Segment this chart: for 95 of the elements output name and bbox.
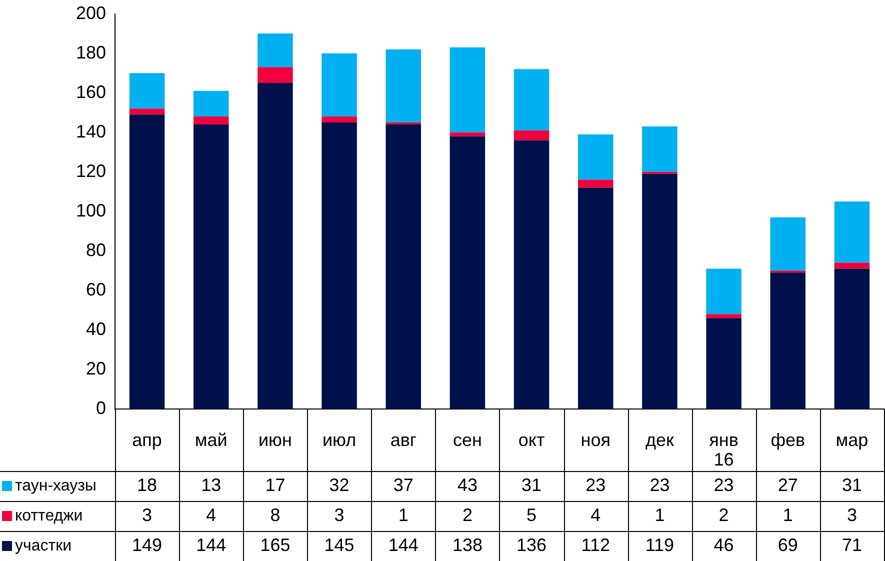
y-tick-label: 180 (76, 42, 106, 62)
data-label: 119 (645, 534, 674, 555)
data-label: 3 (142, 504, 152, 525)
data-label: 136 (516, 534, 547, 555)
data-label: 23 (650, 474, 670, 495)
y-tick-label: 20 (86, 358, 106, 378)
x-tick-label: апр (132, 430, 162, 450)
bar (642, 126, 678, 172)
x-tick-label: мар (836, 430, 868, 450)
bar (514, 130, 550, 140)
bar (322, 122, 357, 409)
data-label: 27 (778, 474, 798, 495)
x-tick-label: май (194, 430, 228, 450)
bar (258, 67, 293, 83)
bar (514, 69, 550, 130)
bar (834, 268, 870, 409)
bar (258, 82, 293, 409)
data-label: 8 (270, 504, 280, 525)
data-label: 165 (260, 534, 290, 555)
bar (642, 174, 678, 409)
bar (386, 49, 421, 122)
data-label: 138 (452, 534, 482, 555)
data-label: 3 (846, 504, 857, 525)
data-label: 1 (398, 504, 408, 525)
data-label: 17 (265, 474, 286, 495)
bar (129, 108, 165, 115)
y-tick-label: 120 (76, 160, 106, 181)
bar (386, 124, 421, 409)
bar (129, 114, 165, 409)
bar (129, 73, 165, 109)
data-label: 1 (782, 504, 793, 525)
x-tick-label: янв 16 (709, 430, 738, 470)
y-tick-label: 100 (76, 200, 106, 220)
bar (194, 90, 229, 117)
y-tick-label: 140 (76, 121, 106, 142)
x-tick-label: сен (452, 430, 482, 450)
legend-label: коттеджи (15, 507, 83, 524)
bar (194, 116, 229, 124)
data-label: 3 (334, 504, 344, 525)
bar (258, 34, 293, 68)
bar (706, 318, 742, 409)
bar (450, 132, 486, 136)
data-label: 23 (586, 474, 606, 495)
data-label: 43 (457, 474, 478, 495)
data-label: 31 (522, 474, 542, 495)
x-tick-label: авг (390, 430, 417, 450)
x-tick-label: ноя (580, 430, 610, 450)
x-tick-label: июн (258, 430, 292, 450)
data-label: 149 (132, 534, 162, 555)
data-label: 4 (590, 504, 601, 525)
data-label: 5 (526, 504, 537, 525)
y-tick-label: 200 (76, 2, 106, 23)
data-label: 46 (714, 534, 734, 555)
data-label: 1 (654, 504, 665, 525)
data-label: 2 (718, 504, 729, 525)
bar (450, 47, 486, 132)
data-label: 31 (842, 474, 862, 495)
data-label: 144 (388, 534, 418, 555)
data-label: 144 (196, 534, 226, 555)
bar (770, 217, 806, 271)
data-label: 71 (842, 534, 862, 555)
y-tick-label: 60 (86, 279, 106, 300)
data-label: 112 (581, 534, 610, 555)
x-tick-label: окт (518, 430, 545, 450)
y-tick-label: 160 (76, 82, 106, 102)
bar (194, 124, 229, 409)
data-label: 4 (206, 504, 216, 525)
legend-label: таун-хаузы (15, 477, 96, 494)
x-tick-label: дек (646, 430, 674, 450)
data-label: 13 (201, 474, 222, 495)
x-tick-label: июл (322, 430, 356, 450)
data-label: 2 (462, 504, 472, 525)
bar (322, 116, 357, 122)
y-tick-label: 0 (96, 398, 106, 418)
bar (578, 188, 614, 409)
bar (706, 268, 742, 314)
y-tick-label: 40 (86, 318, 106, 339)
bar (706, 314, 742, 318)
x-tick-label: фев (770, 430, 806, 450)
bar (834, 262, 870, 269)
bar (514, 140, 550, 409)
data-label: 69 (778, 534, 798, 555)
data-label: 23 (714, 474, 734, 495)
data-label: 145 (324, 534, 354, 555)
bar (578, 180, 614, 188)
y-tick-label: 80 (86, 240, 106, 260)
data-label: 32 (329, 474, 350, 495)
legend-label: участки (15, 537, 72, 554)
bar (450, 136, 486, 409)
bar (834, 202, 870, 263)
bar (770, 272, 806, 409)
data-label: 37 (393, 474, 414, 495)
bar (322, 53, 357, 117)
bar (578, 134, 614, 180)
data-label: 18 (137, 474, 158, 495)
